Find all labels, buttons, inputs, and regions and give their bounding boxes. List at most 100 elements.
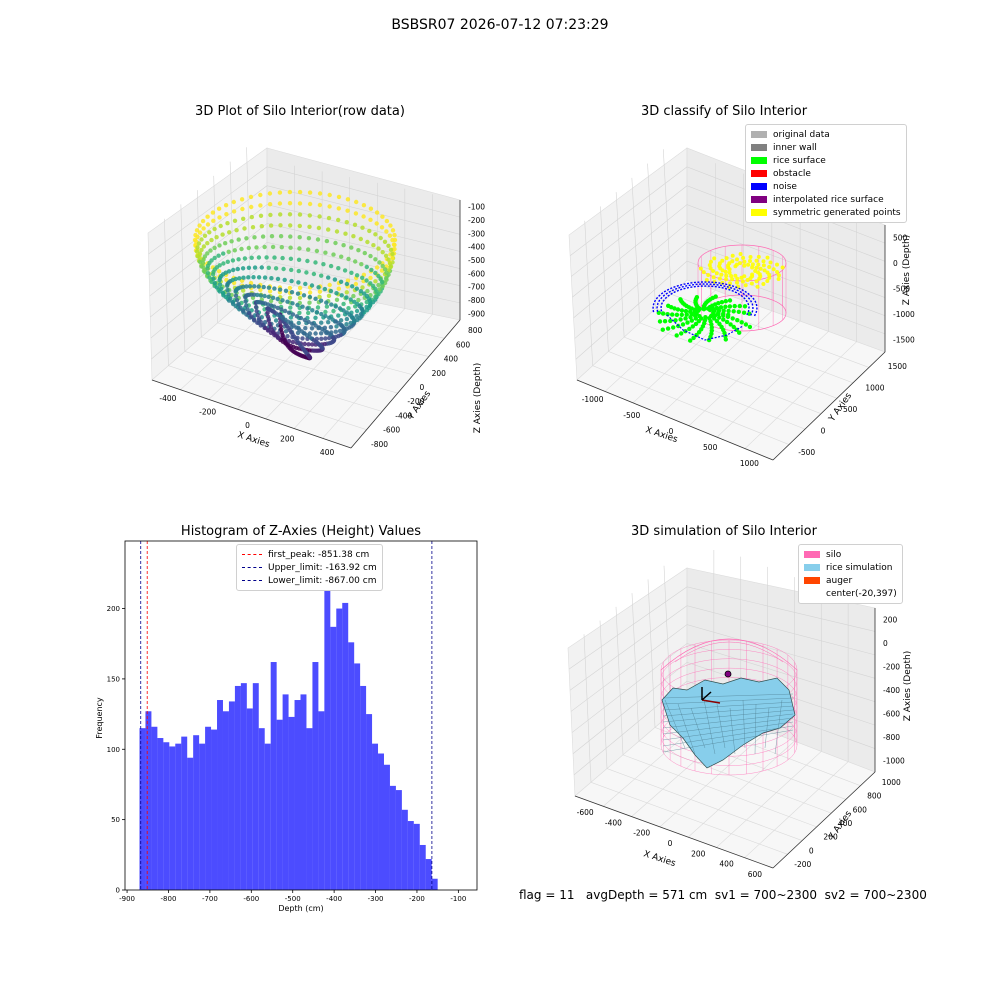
raw-point [319, 273, 324, 278]
raw-point [313, 260, 318, 265]
histogram-bar [252, 683, 259, 890]
raw-point [336, 313, 341, 318]
raw-point [360, 225, 365, 230]
symmetric-point [711, 275, 716, 280]
histogram-bar [169, 746, 176, 890]
raw-ztick-label: -200 [468, 216, 485, 225]
histogram-axes: -900 -800 -700 -600 -500 -400 -300 -200 -100 0 50 1… [107, 540, 478, 903]
raw-point [200, 260, 206, 266]
simulation-gridline [606, 768, 803, 841]
raw-point [377, 260, 382, 265]
raw-point [344, 322, 349, 327]
raw-point [341, 301, 346, 307]
raw-point [267, 191, 273, 196]
raw-point [280, 298, 285, 303]
rice-surface-point [672, 306, 677, 311]
histogram-bar [342, 602, 349, 890]
raw-point [226, 269, 232, 274]
raw-point [288, 315, 294, 320]
raw-y-axis [350, 319, 461, 449]
histogram-bar [419, 844, 426, 890]
simulation-gridline [638, 740, 832, 814]
raw-point [246, 265, 252, 270]
histogram-bar [348, 642, 355, 890]
raw-gridline [293, 308, 406, 429]
raw-point [278, 212, 283, 217]
raw-point [288, 245, 293, 250]
raw-point [339, 293, 344, 298]
noise-arc [656, 283, 754, 316]
raw-ytick-label: 800 [468, 326, 483, 335]
raw-point [360, 275, 365, 280]
symmetric-point [746, 262, 751, 267]
raw-point [226, 292, 231, 297]
raw-point [353, 259, 358, 264]
raw-point [373, 232, 378, 237]
raw-point [249, 214, 254, 220]
symmetric-point [708, 266, 713, 271]
raw-point [297, 189, 303, 195]
histogram-bar [425, 859, 432, 890]
raw-point [326, 275, 331, 280]
raw-ytick-label: -400 [395, 411, 412, 420]
simulation-ztick-label: 200 [883, 616, 898, 625]
classify-ytick-label: 1000 [865, 383, 884, 392]
raw-point [279, 307, 284, 312]
classify-gridline [573, 223, 886, 319]
symmetric-point [761, 259, 766, 264]
raw-point [305, 306, 310, 311]
simulation-gridline [631, 593, 640, 742]
raw-point [255, 320, 260, 325]
rice-mesh-line [703, 699, 716, 755]
raw-point [334, 229, 340, 234]
raw-point [300, 304, 305, 309]
raw-3d-plot: -400 -200 0 200 400 -800 -600 -400 -200 0 200 400 60… [147, 147, 485, 457]
raw-point [212, 245, 217, 251]
legend-label: rice simulation [826, 562, 893, 573]
raw-point [390, 255, 395, 261]
symmetric-point [750, 262, 755, 267]
legend-item: first_peak: -851.38 cm [242, 548, 377, 561]
raw-point [354, 199, 359, 205]
classify-gridline [615, 192, 625, 338]
rice-surface-point [678, 297, 683, 302]
rice-surface-point [679, 331, 684, 336]
raw-point [241, 309, 246, 314]
raw-point [266, 285, 272, 290]
symmetric-point [768, 260, 773, 265]
raw-point [232, 218, 238, 223]
classify-ytick-label: 500 [843, 405, 858, 414]
symmetric-point [742, 259, 747, 264]
raw-point [287, 189, 293, 195]
raw-point [223, 203, 229, 208]
raw-point [281, 266, 286, 272]
raw-point [256, 284, 261, 289]
symmetric-point [739, 275, 744, 280]
rice-surface-point [712, 316, 717, 321]
auger-line [701, 699, 721, 704]
raw-point [297, 295, 303, 301]
symmetric-point [761, 263, 766, 268]
noise-arc [666, 314, 744, 341]
raw-point [361, 203, 367, 208]
raw-point [268, 298, 274, 304]
raw-point [384, 229, 389, 234]
raw-point [342, 327, 347, 332]
legend-item: Lower_limit: -867.00 cm [242, 574, 377, 587]
raw-point [334, 324, 339, 329]
classify-gridline [688, 320, 801, 426]
classify-gridline [744, 341, 857, 449]
raw-point [328, 288, 334, 294]
rice-mesh-line [729, 707, 736, 755]
raw-point [365, 288, 370, 294]
legend-swatch [804, 577, 820, 584]
raw-point [323, 250, 328, 255]
rice-surface-point [730, 316, 735, 321]
raw-point [273, 318, 279, 323]
raw-point [287, 295, 293, 300]
rice-surface-point [666, 303, 671, 308]
histogram-bar [145, 711, 152, 890]
raw-zlabel: Z Axies (Depth) [473, 363, 483, 434]
histogram-bar [389, 785, 396, 890]
raw-point [290, 312, 296, 317]
